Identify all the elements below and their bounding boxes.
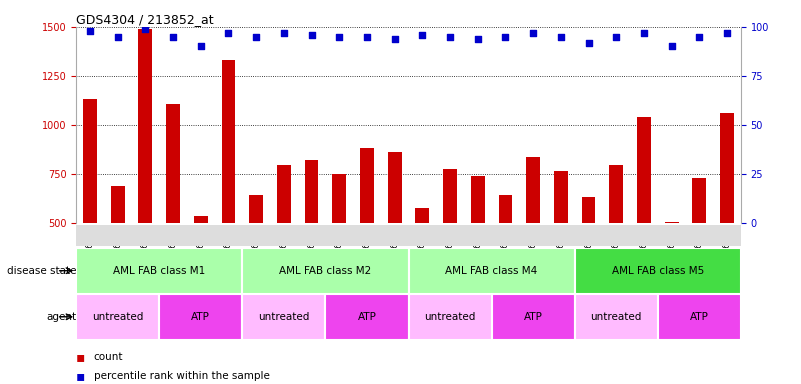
Point: [721, 30, 734, 36]
Point: [610, 33, 622, 40]
Text: AML FAB class M5: AML FAB class M5: [612, 266, 704, 276]
Bar: [139, 29, 152, 321]
Point: [499, 33, 512, 40]
Bar: [325, 294, 409, 340]
Bar: [360, 148, 374, 321]
Point: [693, 33, 706, 40]
Bar: [658, 294, 741, 340]
Text: agent: agent: [46, 312, 76, 322]
Bar: [443, 169, 457, 321]
Point: [167, 33, 179, 40]
Bar: [222, 60, 235, 321]
Bar: [111, 185, 125, 321]
Bar: [242, 294, 325, 340]
Point: [416, 31, 429, 38]
Point: [554, 33, 567, 40]
Point: [305, 31, 318, 38]
Bar: [526, 157, 540, 321]
Point: [666, 43, 678, 50]
Bar: [471, 176, 485, 321]
Point: [83, 28, 96, 34]
Bar: [416, 208, 429, 321]
Text: count: count: [94, 352, 123, 362]
Bar: [498, 195, 513, 321]
Text: AML FAB class M2: AML FAB class M2: [280, 266, 372, 276]
Bar: [575, 294, 658, 340]
Bar: [194, 216, 207, 321]
Bar: [76, 248, 242, 294]
Text: ▪: ▪: [76, 350, 86, 364]
Point: [388, 36, 401, 42]
Point: [333, 33, 346, 40]
Bar: [665, 222, 678, 321]
Text: ATP: ATP: [690, 312, 709, 322]
Bar: [409, 294, 492, 340]
Text: disease state: disease state: [6, 266, 76, 276]
Point: [471, 36, 484, 42]
Bar: [720, 113, 734, 321]
Bar: [637, 117, 651, 321]
Text: ATP: ATP: [357, 312, 376, 322]
Bar: [575, 248, 741, 294]
Bar: [582, 197, 595, 321]
Text: ATP: ATP: [524, 312, 542, 322]
Point: [277, 30, 290, 36]
Text: untreated: untreated: [590, 312, 642, 322]
Text: AML FAB class M1: AML FAB class M1: [113, 266, 205, 276]
Point: [444, 33, 457, 40]
Point: [527, 30, 540, 36]
Bar: [388, 152, 401, 321]
Text: ▪: ▪: [76, 369, 86, 383]
Bar: [610, 165, 623, 321]
Bar: [692, 178, 706, 321]
Bar: [159, 294, 242, 340]
Point: [582, 40, 595, 46]
Bar: [166, 104, 180, 321]
Text: untreated: untreated: [425, 312, 476, 322]
Point: [250, 33, 263, 40]
Bar: [83, 99, 97, 321]
Text: AML FAB class M4: AML FAB class M4: [445, 266, 537, 276]
Point: [139, 26, 151, 32]
Bar: [277, 165, 291, 321]
Text: untreated: untreated: [258, 312, 309, 322]
Point: [638, 30, 650, 36]
Text: untreated: untreated: [92, 312, 143, 322]
Bar: [304, 160, 319, 321]
Text: percentile rank within the sample: percentile rank within the sample: [94, 371, 270, 381]
Bar: [332, 174, 346, 321]
Text: GDS4304 / 213852_at: GDS4304 / 213852_at: [76, 13, 214, 26]
Bar: [76, 294, 159, 340]
Point: [360, 33, 373, 40]
Bar: [242, 248, 409, 294]
Text: ATP: ATP: [191, 312, 210, 322]
Point: [222, 30, 235, 36]
Bar: [492, 294, 575, 340]
Bar: [249, 195, 263, 321]
Point: [195, 43, 207, 50]
Bar: [554, 171, 568, 321]
Bar: [409, 248, 575, 294]
Point: [111, 33, 124, 40]
